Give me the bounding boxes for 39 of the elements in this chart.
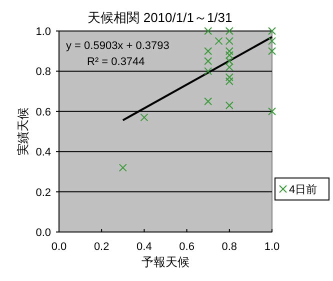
y-tick-label: 0.0 <box>36 227 51 239</box>
point <box>268 47 276 56</box>
chart-title: 天候相関 2010/1/1～1/31 <box>88 10 232 25</box>
x-tick-label: 0.2 <box>94 241 110 253</box>
x-tick-label: 0.0 <box>51 241 67 253</box>
legend-label: 4日前 <box>289 184 318 196</box>
y-tick-label: 0.8 <box>36 66 51 78</box>
point <box>225 63 234 72</box>
point <box>204 57 212 66</box>
y-tick-label: 0.4 <box>36 146 51 159</box>
point <box>268 107 276 116</box>
point <box>118 164 127 172</box>
point <box>268 37 276 46</box>
point <box>204 67 212 76</box>
x-tick-label: 0.6 <box>179 241 194 253</box>
point <box>225 27 234 35</box>
annotation: R² = 0.3744 <box>87 56 145 68</box>
y-tick-label: 0.2 <box>36 186 51 199</box>
x-tick-label: 0.8 <box>222 241 238 253</box>
point <box>268 27 276 35</box>
point <box>225 37 234 46</box>
y-axis-title: 実績天候 <box>16 108 30 156</box>
point <box>225 101 234 110</box>
point <box>225 73 234 82</box>
point <box>204 47 212 56</box>
point <box>225 57 234 66</box>
y-tick-label: 0.6 <box>36 106 51 118</box>
point <box>204 27 212 35</box>
point <box>225 51 234 60</box>
point <box>214 37 223 46</box>
y-tick-label: 1.0 <box>36 26 51 38</box>
x-axis-title: 予報天候 <box>142 255 190 269</box>
point <box>204 97 212 106</box>
x-tick-label: 1.0 <box>264 241 280 253</box>
point <box>225 77 234 86</box>
point <box>140 113 148 122</box>
x-tick-label: 0.4 <box>136 241 152 253</box>
point <box>225 47 234 56</box>
annotation: y = 0.5903x + 0.3793 <box>66 40 170 52</box>
